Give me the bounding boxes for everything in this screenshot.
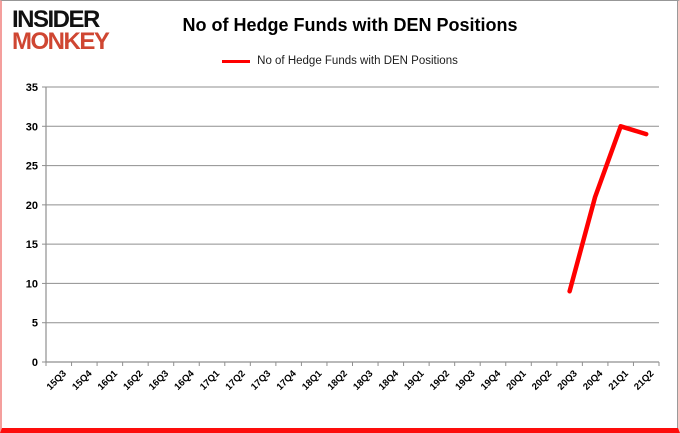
- y-tick-label: 20: [26, 200, 38, 212]
- x-tick-label: 16Q3: [147, 368, 171, 392]
- x-tick-label: 15Q4: [70, 368, 95, 393]
- x-tick-label: 17Q3: [249, 368, 273, 392]
- x-tick-label: 18Q1: [300, 368, 325, 393]
- x-tick-label: 15Q3: [45, 368, 69, 392]
- logo-text-monkey: MONKEY: [12, 28, 110, 56]
- x-tick-label: 17Q1: [198, 368, 223, 393]
- insider-monkey-logo: INSIDER MONKEY: [12, 6, 110, 56]
- x-tick-label: 19Q2: [428, 368, 452, 392]
- x-tick-label: 17Q4: [275, 368, 300, 393]
- x-tick-label: 18Q3: [351, 368, 375, 392]
- x-tick-label: 19Q1: [402, 368, 427, 393]
- y-tick-label: 15: [26, 239, 38, 251]
- x-tick-label: 20Q3: [556, 368, 580, 392]
- x-tick-label: 21Q1: [607, 368, 632, 393]
- x-tick-label: 20Q1: [504, 368, 529, 393]
- x-tick-label: 20Q4: [581, 368, 606, 393]
- chart-title: No of Hedge Funds with DEN Positions: [182, 15, 518, 35]
- x-tick-label: 19Q4: [479, 368, 504, 393]
- x-tick-label: 16Q2: [121, 368, 145, 392]
- logo-text-insider: INSIDER: [12, 6, 100, 33]
- chart-legend: No of Hedge Funds with DEN Positions: [0, 55, 680, 67]
- x-tick-label: 18Q2: [326, 368, 350, 392]
- y-tick-label: 5: [32, 318, 38, 330]
- y-tick-label: 10: [26, 278, 38, 290]
- y-tick-label: 25: [26, 161, 38, 173]
- x-tick-label: 16Q1: [96, 368, 121, 393]
- x-tick-label: 18Q4: [377, 368, 402, 393]
- y-tick-label: 0: [32, 357, 38, 369]
- series-line: [567, 124, 649, 294]
- x-tick-label: 21Q2: [632, 368, 656, 392]
- x-tick-label: 20Q2: [530, 368, 554, 392]
- legend-label: No of Hedge Funds with DEN Positions: [257, 55, 458, 67]
- x-tick-label: 19Q3: [453, 368, 477, 392]
- y-tick-label: 30: [26, 121, 38, 133]
- x-tick-label: 17Q2: [223, 368, 247, 392]
- legend-line-swatch: [222, 59, 251, 63]
- x-tick-label: 16Q4: [172, 368, 197, 393]
- y-tick-label: 35: [26, 82, 38, 94]
